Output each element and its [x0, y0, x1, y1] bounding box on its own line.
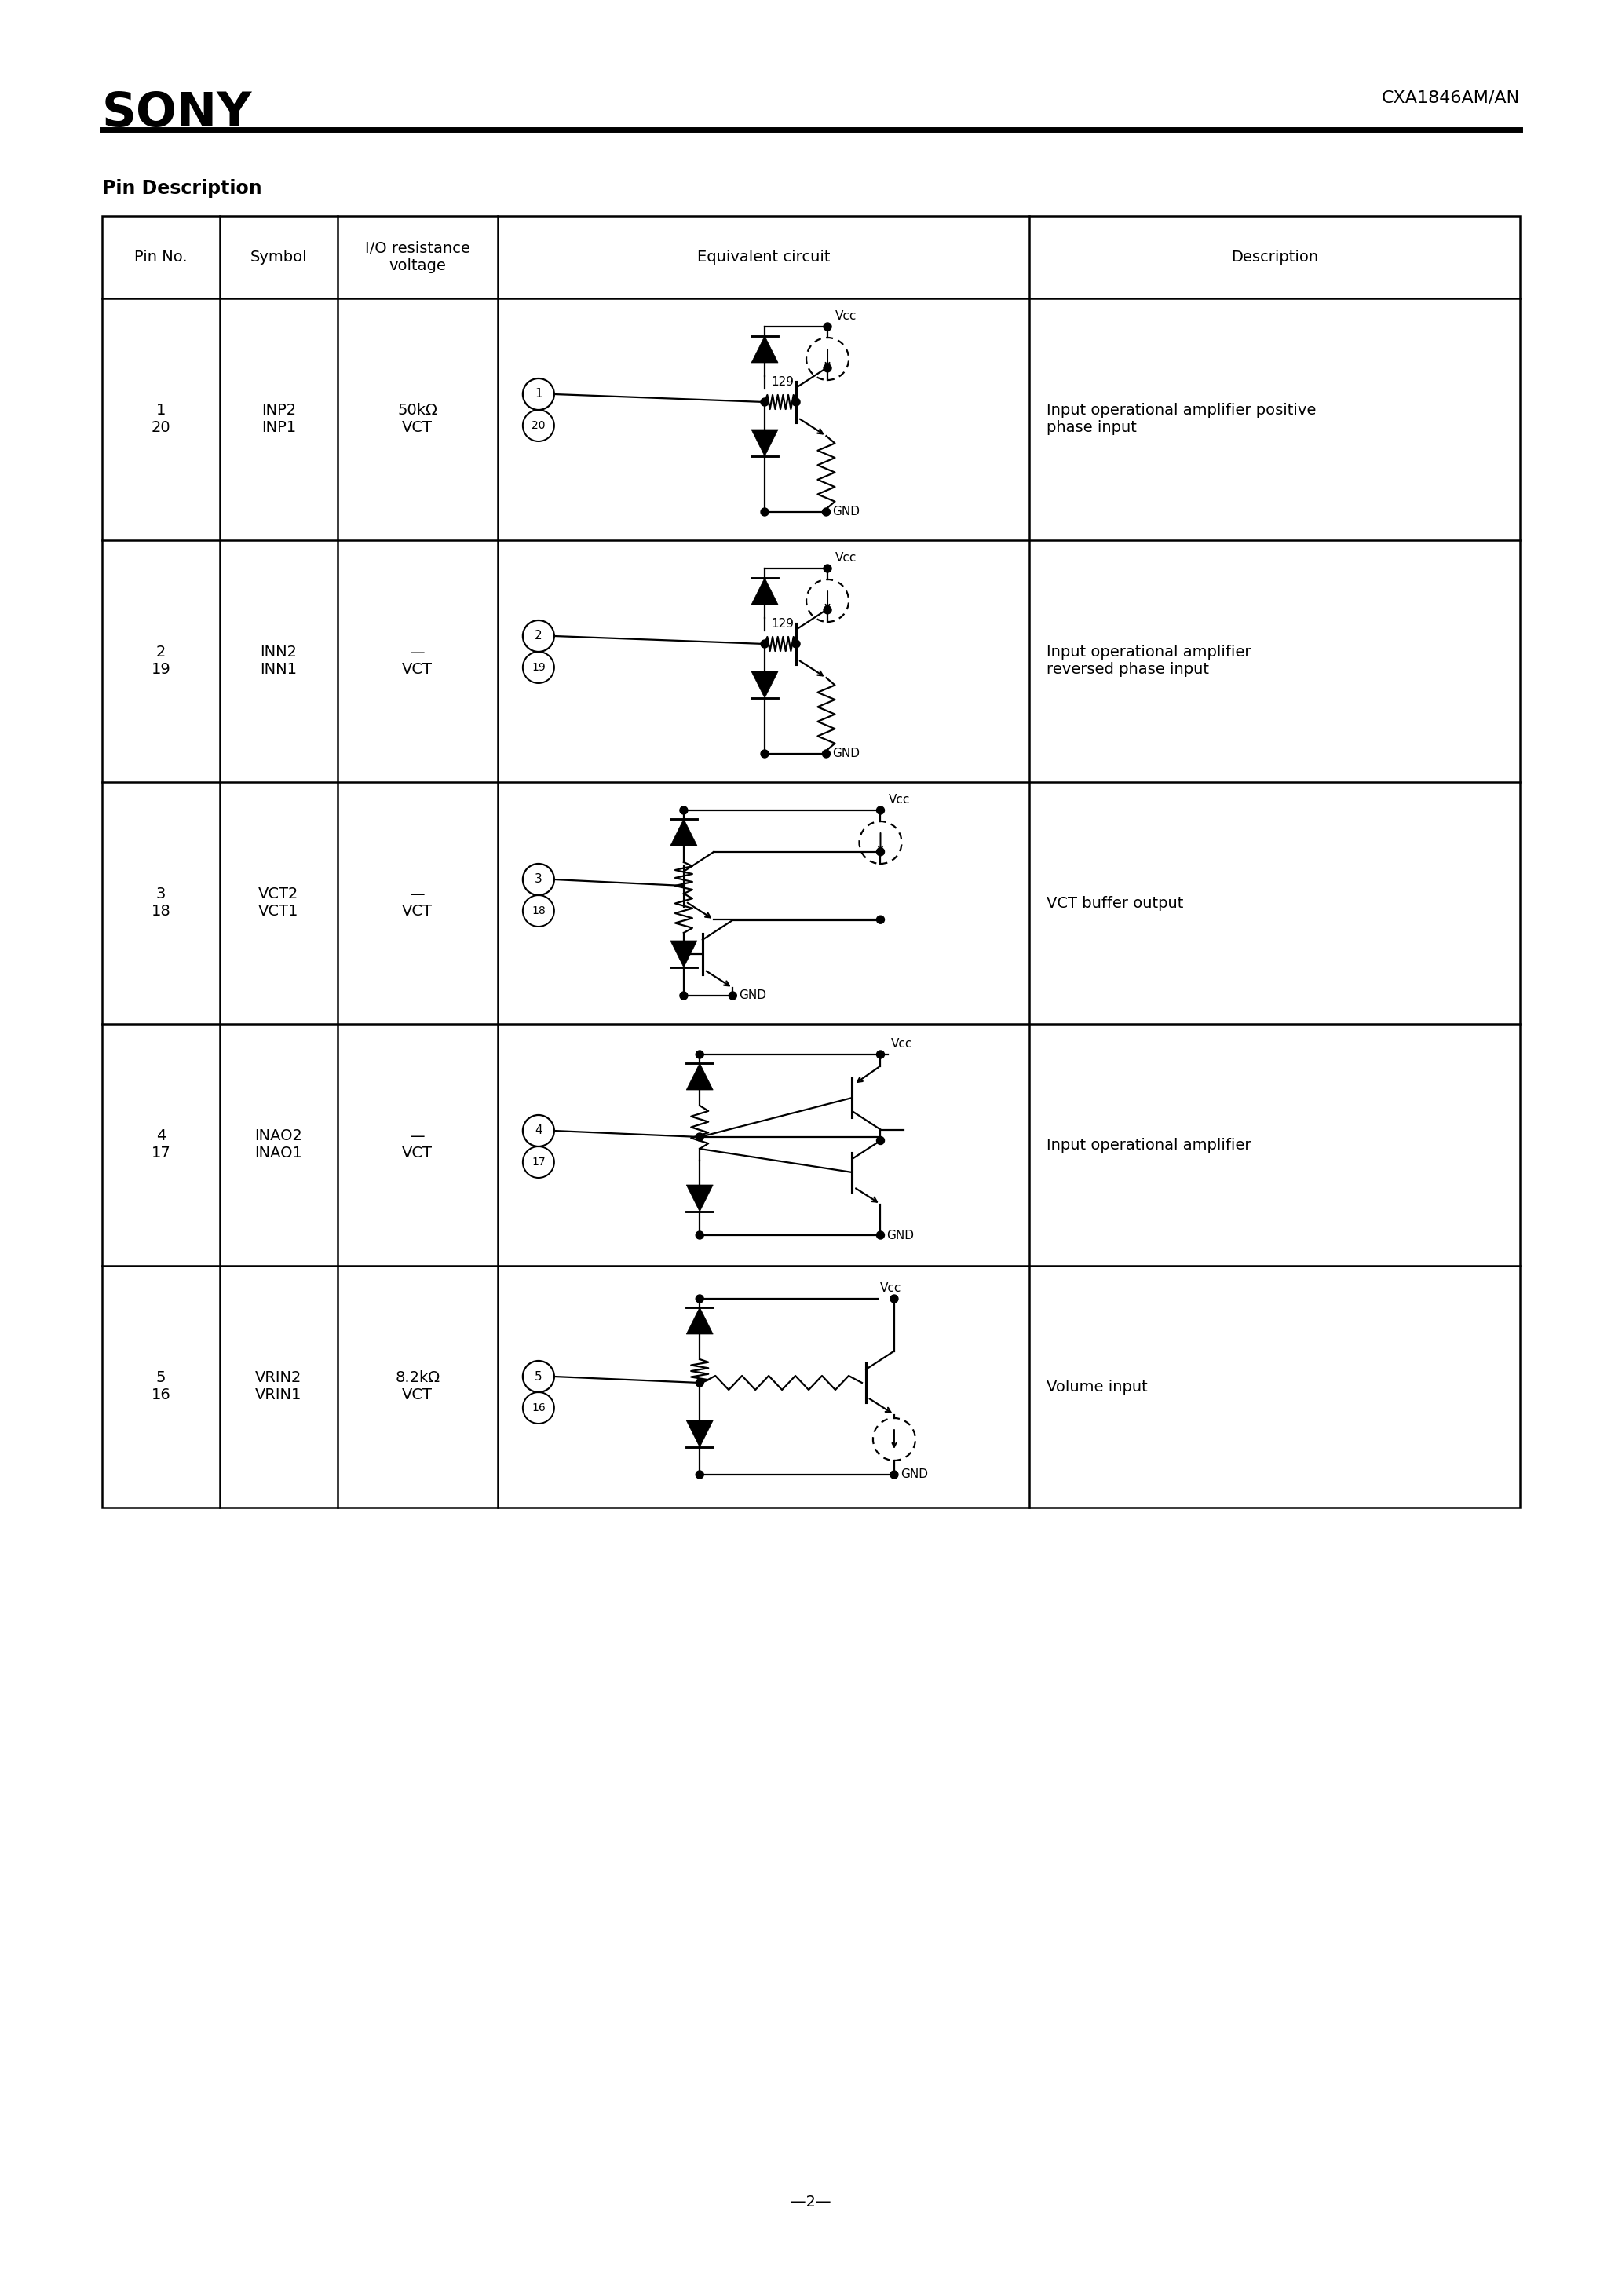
Text: 5
16: 5 16 — [151, 1371, 170, 1403]
Circle shape — [822, 507, 830, 517]
Text: 2
19: 2 19 — [151, 645, 170, 677]
Text: INAO2
INAO1: INAO2 INAO1 — [255, 1130, 302, 1162]
Circle shape — [792, 641, 800, 647]
Text: 1
20: 1 20 — [151, 404, 170, 436]
Text: 129: 129 — [770, 618, 793, 629]
Text: 4
17: 4 17 — [151, 1130, 170, 1162]
Text: 8.2kΩ
VCT: 8.2kΩ VCT — [396, 1371, 440, 1403]
Circle shape — [876, 1137, 884, 1143]
Text: 17: 17 — [532, 1157, 545, 1169]
Text: Symbol: Symbol — [250, 250, 307, 264]
Text: 129: 129 — [770, 377, 793, 388]
Bar — [102, 216, 1520, 1508]
Text: VCT buffer output: VCT buffer output — [1046, 895, 1184, 912]
Text: Input operational amplifier
reversed phase input: Input operational amplifier reversed pha… — [1046, 645, 1251, 677]
Text: 2: 2 — [535, 629, 542, 643]
Circle shape — [696, 1231, 704, 1240]
Circle shape — [696, 1380, 704, 1387]
Text: —
VCT: — VCT — [402, 1130, 433, 1162]
Text: I/O resistance
voltage: I/O resistance voltage — [365, 241, 470, 273]
Text: 5: 5 — [535, 1371, 542, 1382]
Text: CXA1846AM/AN: CXA1846AM/AN — [1382, 90, 1520, 106]
Text: 16: 16 — [532, 1403, 545, 1414]
Circle shape — [792, 397, 800, 406]
Circle shape — [824, 365, 832, 372]
Polygon shape — [670, 941, 697, 967]
Polygon shape — [670, 820, 697, 845]
Circle shape — [876, 1231, 884, 1240]
Text: INP2
INP1: INP2 INP1 — [261, 404, 295, 436]
Polygon shape — [686, 1063, 714, 1091]
Polygon shape — [686, 1185, 714, 1212]
Circle shape — [890, 1295, 899, 1302]
Text: Pin Description: Pin Description — [102, 179, 261, 197]
Text: 1: 1 — [535, 388, 542, 400]
Text: 3: 3 — [535, 872, 542, 886]
Polygon shape — [751, 579, 779, 604]
Circle shape — [696, 1295, 704, 1302]
Text: Vcc: Vcc — [890, 1038, 912, 1049]
Text: Vcc: Vcc — [889, 794, 910, 806]
Circle shape — [824, 565, 832, 572]
Circle shape — [876, 806, 884, 815]
Circle shape — [824, 324, 832, 331]
Circle shape — [761, 397, 769, 406]
Circle shape — [696, 1472, 704, 1479]
Circle shape — [890, 1472, 899, 1479]
Text: Vcc: Vcc — [881, 1281, 902, 1295]
Text: 4: 4 — [535, 1125, 542, 1137]
Circle shape — [680, 992, 688, 999]
Text: SONY: SONY — [102, 90, 253, 138]
Text: —2—: —2— — [792, 2195, 830, 2209]
Text: Pin No.: Pin No. — [135, 250, 188, 264]
Text: —
VCT: — VCT — [402, 645, 433, 677]
Text: Equivalent circuit: Equivalent circuit — [697, 250, 830, 264]
Circle shape — [728, 992, 736, 999]
Text: —
VCT: — VCT — [402, 886, 433, 918]
Polygon shape — [686, 1306, 714, 1334]
Polygon shape — [751, 335, 779, 363]
Circle shape — [876, 916, 884, 923]
Text: Vcc: Vcc — [835, 310, 856, 321]
Text: Description: Description — [1231, 250, 1319, 264]
Circle shape — [822, 751, 830, 758]
Circle shape — [824, 606, 832, 613]
Text: Volume input: Volume input — [1046, 1380, 1148, 1394]
Text: GND: GND — [740, 990, 767, 1001]
Polygon shape — [686, 1421, 714, 1446]
Circle shape — [876, 847, 884, 856]
Text: Input operational amplifier: Input operational amplifier — [1046, 1137, 1251, 1153]
Text: Vcc: Vcc — [835, 551, 856, 565]
Text: VRIN2
VRIN1: VRIN2 VRIN1 — [255, 1371, 302, 1403]
Circle shape — [876, 1052, 884, 1058]
Circle shape — [680, 806, 688, 815]
Circle shape — [696, 1134, 704, 1141]
Circle shape — [696, 1052, 704, 1058]
Circle shape — [761, 507, 769, 517]
Polygon shape — [751, 670, 779, 698]
Text: GND: GND — [832, 748, 860, 760]
Text: 20: 20 — [532, 420, 545, 432]
Text: GND: GND — [832, 505, 860, 519]
Polygon shape — [751, 429, 779, 457]
Text: 19: 19 — [532, 661, 545, 673]
Circle shape — [761, 751, 769, 758]
Text: GND: GND — [887, 1228, 915, 1242]
Text: VCT2
VCT1: VCT2 VCT1 — [258, 886, 298, 918]
Circle shape — [761, 641, 769, 647]
Text: 50kΩ
VCT: 50kΩ VCT — [397, 404, 438, 436]
Text: Input operational amplifier positive
phase input: Input operational amplifier positive pha… — [1046, 404, 1315, 436]
Text: 18: 18 — [532, 905, 545, 916]
Text: INN2
INN1: INN2 INN1 — [260, 645, 297, 677]
Text: GND: GND — [900, 1469, 928, 1481]
Text: 3
18: 3 18 — [151, 886, 170, 918]
